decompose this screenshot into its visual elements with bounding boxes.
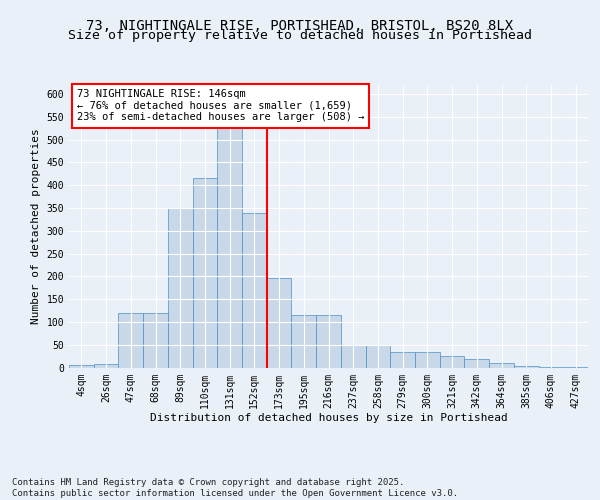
Bar	[292, 315, 316, 368]
Bar	[539, 366, 563, 368]
Text: Contains HM Land Registry data © Crown copyright and database right 2025.
Contai: Contains HM Land Registry data © Crown c…	[12, 478, 458, 498]
Text: 73, NIGHTINGALE RISE, PORTISHEAD, BRISTOL, BS20 8LX: 73, NIGHTINGALE RISE, PORTISHEAD, BRISTO…	[86, 19, 514, 33]
Bar	[415, 352, 440, 368]
Bar	[168, 208, 193, 368]
Text: Size of property relative to detached houses in Portishead: Size of property relative to detached ho…	[68, 29, 532, 42]
Bar	[217, 98, 242, 368]
Bar	[365, 344, 390, 368]
Bar	[316, 315, 341, 368]
Bar	[193, 178, 217, 368]
Bar	[464, 360, 489, 368]
Bar	[563, 366, 588, 368]
Bar	[143, 313, 168, 368]
Bar	[390, 352, 415, 368]
Y-axis label: Number of detached properties: Number of detached properties	[31, 128, 41, 324]
Text: 73 NIGHTINGALE RISE: 146sqm
← 76% of detached houses are smaller (1,659)
23% of : 73 NIGHTINGALE RISE: 146sqm ← 76% of det…	[77, 89, 364, 122]
X-axis label: Distribution of detached houses by size in Portishead: Distribution of detached houses by size …	[149, 413, 508, 423]
Bar	[267, 278, 292, 368]
Bar	[118, 313, 143, 368]
Bar	[440, 356, 464, 368]
Bar	[242, 212, 267, 368]
Bar	[489, 363, 514, 368]
Bar	[514, 366, 539, 368]
Bar	[69, 365, 94, 368]
Bar	[94, 364, 118, 368]
Bar	[341, 344, 365, 368]
